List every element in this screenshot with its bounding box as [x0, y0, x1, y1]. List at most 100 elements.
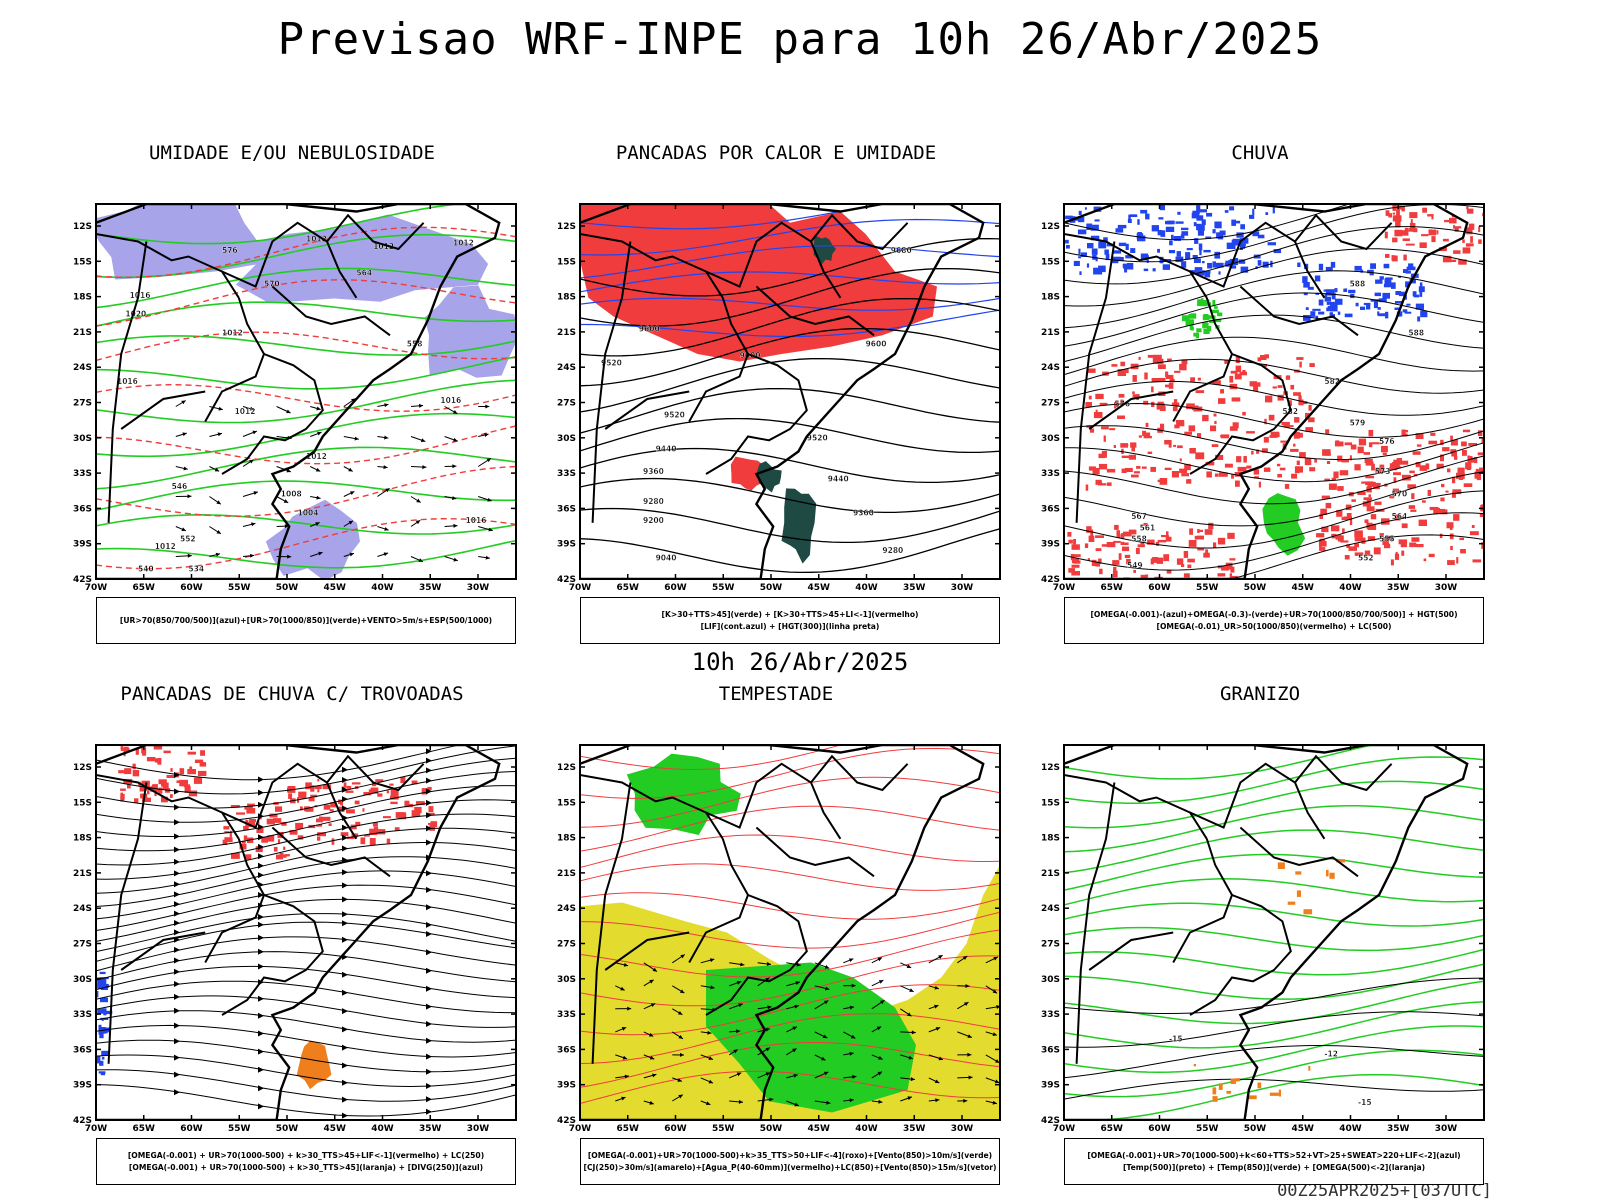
rain-area: [1150, 467, 1156, 472]
omega-area: [1199, 209, 1207, 212]
contour-label: 1008: [281, 490, 302, 499]
lon-tick-label: 55W: [712, 1124, 735, 1133]
rain-area: [1325, 429, 1329, 434]
lon-tick-label: 35W: [1387, 1124, 1410, 1133]
rain-area: [1393, 472, 1401, 475]
thunderstorm-area: [383, 816, 391, 818]
rain-area: [1374, 547, 1381, 554]
contour-label: 9600: [866, 340, 887, 349]
divergence-area: [99, 1071, 106, 1073]
lon-tick-label: 35W: [419, 1124, 442, 1133]
rain-area: [1250, 381, 1257, 386]
omega-500-area: [1213, 1096, 1218, 1102]
thunderstorm-area: [329, 823, 332, 826]
lat-tick-label: 18S: [557, 834, 576, 844]
rain-area: [1139, 435, 1142, 437]
lat-tick-label: 36S: [73, 1045, 92, 1055]
thunderstorm-area: [164, 751, 171, 754]
rain-area: [1203, 553, 1210, 558]
rain-area: [1282, 422, 1290, 425]
lat-tick-label: 24S: [1041, 363, 1060, 373]
thunderstorm-area: [428, 823, 434, 825]
omega-area: [1181, 228, 1188, 230]
rain-area: [1477, 475, 1481, 481]
rain-area: [1089, 396, 1092, 400]
rain-area: [1119, 553, 1122, 560]
rain-area: [1296, 466, 1303, 472]
omega-area: [1380, 276, 1384, 279]
rain-area: [1148, 452, 1153, 454]
lat-tick-label: 27S: [1041, 399, 1060, 409]
rain-area-green: [1187, 316, 1190, 319]
thunderstorm-area: [133, 770, 140, 776]
contour-label: 9440: [656, 445, 677, 454]
thunderstorm-area: [317, 789, 319, 792]
rain-area: [1443, 239, 1449, 242]
rain-area: [1134, 471, 1140, 473]
rain-area: [1180, 458, 1182, 461]
lat-tick-label: 39S: [73, 540, 92, 550]
rain-area: [1442, 447, 1449, 451]
lat-tick-label: 33S: [557, 469, 576, 479]
rain-area-green: [1196, 328, 1201, 332]
omega-area: [1078, 249, 1080, 255]
rain-area: [1264, 468, 1271, 472]
rain-area: [1229, 558, 1235, 560]
thunderstorm-area: [363, 808, 365, 812]
lat-tick-label: 15S: [557, 798, 576, 808]
rain-area: [1424, 559, 1427, 562]
lon-tick-label: 30W: [467, 583, 490, 592]
rain-area: [1072, 544, 1080, 550]
lon-tick-label: 55W: [712, 583, 735, 592]
rain-area: [1364, 497, 1373, 500]
rain-area: [1385, 232, 1388, 239]
lon-tick-label: 60W: [664, 583, 687, 592]
rain-area: [1121, 543, 1129, 546]
lat-tick-label: 12S: [557, 222, 576, 232]
rain-area: [1469, 243, 1474, 246]
thunderstorm-area: [355, 801, 360, 805]
rain-area: [1469, 224, 1475, 230]
thunderstorm-area: [200, 750, 205, 756]
omega-area: [1169, 250, 1175, 253]
rain-area: [1189, 448, 1196, 454]
lon-tick-label: 40W: [855, 1124, 878, 1133]
rain-area: [1210, 426, 1216, 432]
rain-area: [1160, 424, 1164, 431]
contour-label: 555: [1379, 535, 1395, 544]
rain-area: [1113, 567, 1116, 574]
contour-label: 579: [1350, 418, 1366, 427]
omega-area: [1355, 266, 1362, 271]
thunderstorm-area: [389, 784, 393, 786]
thunderstorm-area: [161, 780, 165, 787]
omega-area: [1095, 219, 1100, 221]
rain-area: [1158, 364, 1166, 369]
rain-area: [1220, 389, 1224, 393]
rain-area-green: [1193, 333, 1198, 337]
lon-tick-label: 65W: [617, 583, 640, 592]
rain-area: [1107, 469, 1115, 473]
rain-area: [1265, 396, 1272, 403]
rain-area: [1463, 430, 1470, 433]
divergence-area: [97, 1009, 104, 1014]
lat-tick-label: 30S: [73, 434, 92, 444]
contour-label: 9280: [882, 546, 903, 555]
rain-area: [1406, 244, 1415, 246]
rain-area: [1229, 376, 1233, 383]
lat-tick-label: 36S: [73, 504, 92, 514]
rain-area: [1174, 371, 1180, 373]
rain-area: [1419, 520, 1427, 526]
legend-box: [OMEGA(-0.001)-(azul)+OMEGA(-0.3)-(verde…: [1064, 597, 1484, 644]
lon-tick-label: 70W: [85, 1124, 108, 1133]
rain-area: [1122, 469, 1127, 473]
rain-area: [1089, 536, 1095, 542]
rain-area: [1119, 394, 1125, 398]
contour-label: 576: [1379, 437, 1395, 446]
rain-area: [1144, 436, 1152, 438]
rain-area: [1280, 468, 1286, 471]
contour-label: 1020: [125, 310, 146, 319]
legend-text: [OMEGA(-0.001)-(azul)+OMEGA(-0.3)-(verde…: [1090, 609, 1457, 621]
rain-area: [1429, 230, 1437, 236]
panel-title: UMIDADE E/OU NEBULOSIDADE: [57, 142, 527, 164]
